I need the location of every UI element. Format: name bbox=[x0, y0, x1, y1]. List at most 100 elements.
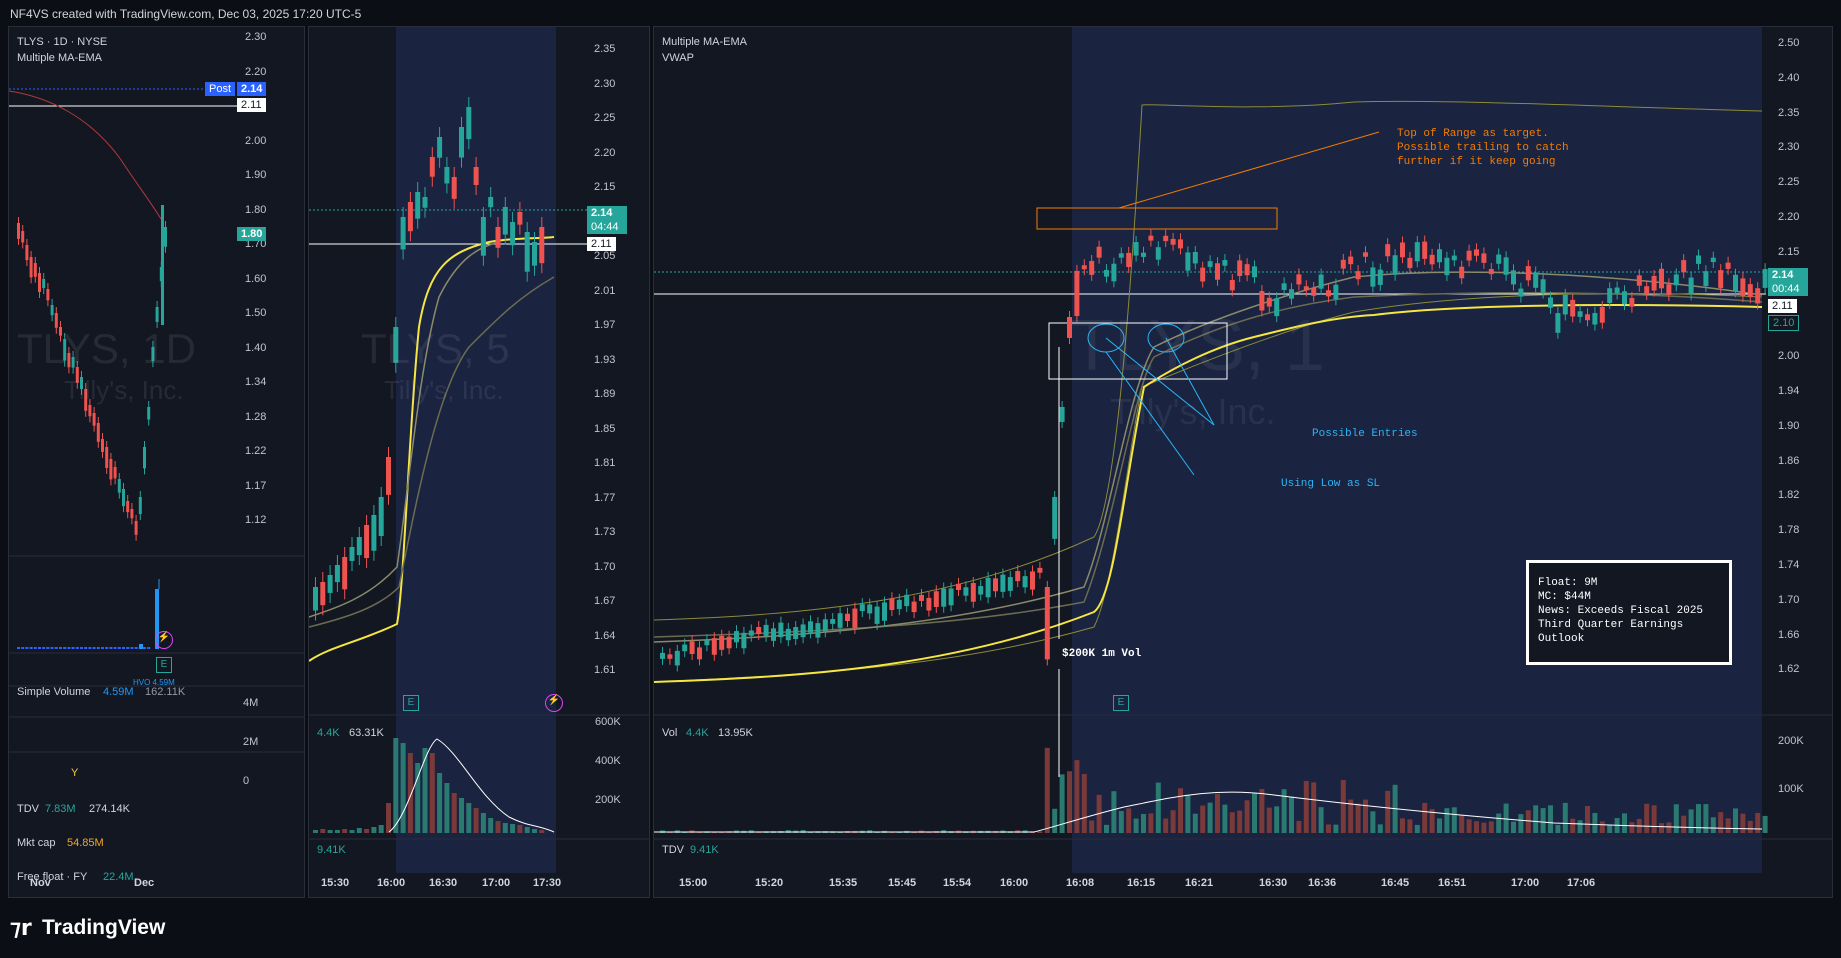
candle-body bbox=[719, 635, 725, 650]
one-min-time-tick: 16:21 bbox=[1185, 877, 1214, 889]
candle-body bbox=[495, 227, 501, 248]
daily-price-tick: 1.80 bbox=[245, 203, 267, 216]
earnings-icon[interactable]: E bbox=[403, 695, 419, 711]
five-min-price-tick: 2.01 bbox=[594, 284, 616, 297]
volume-bar bbox=[1755, 812, 1761, 833]
info-box[interactable]: Float: 9M MC: $44M News: Exceeds Fiscal … bbox=[1526, 560, 1732, 665]
gray-ma bbox=[309, 241, 500, 618]
candle-body bbox=[80, 377, 83, 389]
candle-body bbox=[704, 640, 710, 646]
candle-body bbox=[1733, 274, 1738, 292]
candle-body bbox=[741, 632, 747, 649]
entry-ellipse bbox=[1147, 323, 1185, 353]
volume-bar bbox=[1222, 804, 1228, 833]
volume-bar bbox=[1215, 793, 1220, 833]
candle-body bbox=[130, 509, 134, 519]
volume-bar bbox=[1585, 805, 1590, 833]
volume-bar bbox=[1740, 813, 1746, 833]
annotation-volume[interactable]: $200K 1m Vol bbox=[1062, 648, 1142, 660]
candle-body bbox=[1570, 299, 1576, 317]
volume-bar bbox=[113, 647, 117, 649]
volume-indicator-label[interactable]: Simple Volume bbox=[17, 686, 91, 698]
daily-price-tick: 1.34 bbox=[245, 376, 267, 388]
candle-body bbox=[1044, 587, 1050, 660]
candle-body bbox=[1540, 279, 1546, 293]
daily-chart-panel[interactable]: TLYS · 1D · NYSE Multiple MA-EMA TLYS, 1… bbox=[8, 26, 305, 898]
five-minute-chart-panel[interactable]: TLYS, 5 Tilly's, Inc. 2.35 2.30 2.25 2.20 2.… bbox=[308, 26, 650, 898]
candle-body bbox=[933, 591, 939, 607]
candle-body bbox=[164, 227, 167, 247]
volume-bar bbox=[1459, 815, 1465, 833]
one-minute-chart-panel[interactable]: Multiple MA-EMA VWAP TLYS, 1 Tilly's, In… bbox=[653, 26, 1833, 898]
candle-body bbox=[1488, 268, 1494, 275]
one-min-tdv-label[interactable]: TDV bbox=[662, 844, 684, 856]
candle-body bbox=[38, 273, 41, 292]
candle-body bbox=[1096, 246, 1102, 258]
volume-bar bbox=[155, 589, 159, 649]
one-min-indicator-label-1[interactable]: Multiple MA-EMA bbox=[662, 36, 747, 48]
candle-body bbox=[517, 212, 523, 225]
candle-body bbox=[785, 628, 791, 641]
volume-bar bbox=[407, 753, 413, 833]
candle-body bbox=[1363, 252, 1368, 257]
annotation-possible-entries[interactable]: Possible Entries bbox=[1312, 428, 1418, 440]
float-label[interactable]: Free float · FY bbox=[17, 871, 88, 883]
tdv-label[interactable]: TDV bbox=[17, 803, 39, 815]
candle-body bbox=[1422, 241, 1428, 259]
candle-body bbox=[993, 578, 998, 592]
volume-bar bbox=[130, 647, 134, 649]
dark-ma bbox=[654, 291, 1763, 638]
five-minute-chart-canvas[interactable] bbox=[309, 27, 650, 898]
daily-chart-canvas[interactable] bbox=[9, 27, 305, 898]
candle-body bbox=[1222, 260, 1228, 266]
candle-body bbox=[422, 197, 428, 208]
volume-bar bbox=[1629, 822, 1635, 833]
volume-bar bbox=[1622, 813, 1627, 833]
candle-body bbox=[1636, 275, 1642, 286]
tradingview-logo-icon[interactable]: ⁊𝗿 bbox=[10, 915, 32, 940]
candle-body bbox=[371, 515, 377, 551]
volume-bar bbox=[393, 738, 399, 833]
lightning-icon[interactable]: ⚡ bbox=[545, 694, 563, 712]
annotation-target-line-2[interactable]: Possible trailing to catch bbox=[1397, 142, 1569, 154]
earnings-icon[interactable]: E bbox=[1113, 695, 1129, 711]
volume-bar bbox=[1570, 818, 1576, 833]
candle-body bbox=[459, 127, 464, 158]
volume-bar bbox=[1481, 822, 1487, 833]
candle-body bbox=[1340, 259, 1346, 269]
one-minute-chart-canvas[interactable] bbox=[654, 27, 1833, 898]
lightning-icon[interactable]: ⚡ bbox=[155, 631, 173, 649]
candle-body bbox=[1000, 574, 1006, 592]
candle-body bbox=[882, 602, 887, 621]
one-min-indicator-label-2[interactable]: VWAP bbox=[662, 52, 694, 64]
one-min-time-tick: 16:36 bbox=[1308, 877, 1337, 889]
candle-body bbox=[1081, 265, 1087, 270]
candle-body bbox=[1348, 256, 1354, 265]
annotation-target-line-1[interactable]: Top of Range as target. bbox=[1397, 128, 1549, 140]
candle-body bbox=[822, 619, 828, 632]
candle-body bbox=[75, 367, 79, 383]
candle-body bbox=[1215, 263, 1220, 280]
daily-indicator-label[interactable]: Multiple MA-EMA bbox=[17, 52, 102, 64]
candle-body bbox=[437, 137, 443, 158]
annotation-target-line-3[interactable]: further if it keep going bbox=[1397, 156, 1556, 168]
earnings-icon[interactable]: E bbox=[156, 657, 172, 673]
daily-symbol-label[interactable]: TLYS · 1D · NYSE bbox=[17, 36, 108, 48]
candle-body bbox=[1681, 260, 1687, 273]
mktcap-label[interactable]: Mkt cap bbox=[17, 837, 56, 849]
one-min-vol-label[interactable]: Vol bbox=[662, 727, 678, 739]
daily-price-tick: 1.17 bbox=[245, 479, 267, 492]
volume-ma bbox=[388, 738, 555, 833]
volume-bar bbox=[1289, 796, 1294, 833]
volume-bar bbox=[451, 793, 457, 833]
volume-bar bbox=[88, 647, 92, 649]
candle-body bbox=[1518, 288, 1524, 297]
volume-bar bbox=[327, 830, 333, 833]
candle-body bbox=[1259, 291, 1265, 311]
annotation-stop-loss[interactable]: Using Low as SL bbox=[1281, 478, 1381, 490]
volume-bar bbox=[71, 647, 75, 649]
volume-bar bbox=[21, 647, 25, 649]
tradingview-brand[interactable]: TradingView bbox=[42, 916, 166, 939]
volume-bar bbox=[1067, 771, 1072, 833]
candle-body bbox=[1118, 253, 1124, 258]
